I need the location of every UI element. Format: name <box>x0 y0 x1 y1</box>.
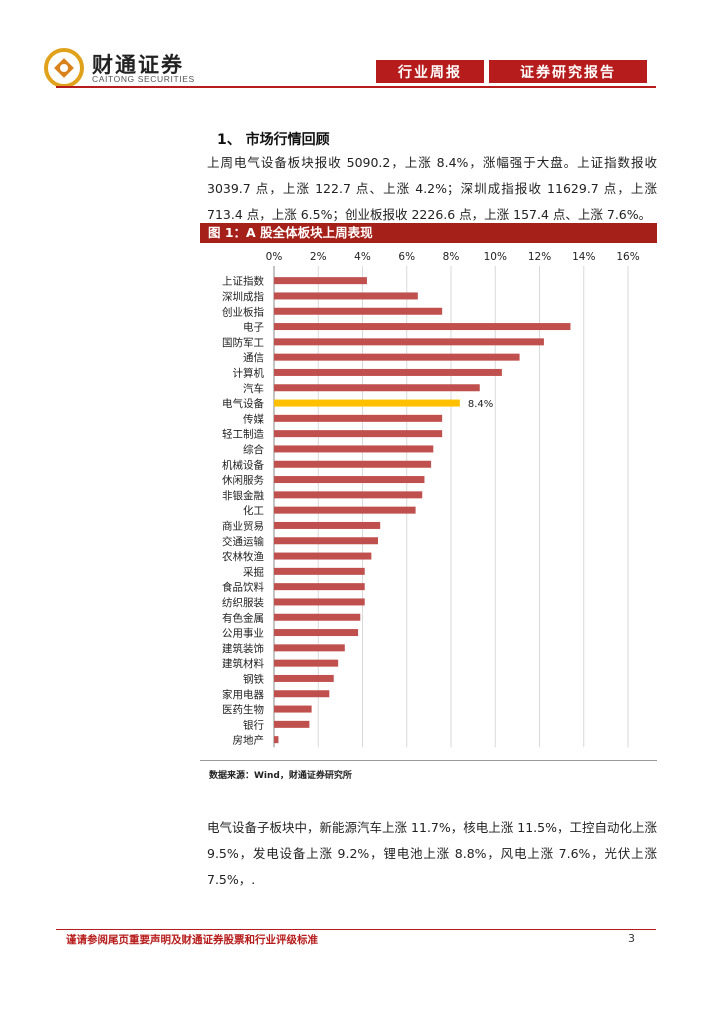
category-label: 采掘 <box>243 565 264 578</box>
bar <box>274 277 367 285</box>
figure-divider <box>200 760 657 761</box>
category-label: 国防军工 <box>222 336 264 349</box>
bar <box>274 644 345 652</box>
figure-title: 图 1：A 股全体板块上周表现 <box>200 223 657 243</box>
bar <box>274 736 279 744</box>
footer-disclaimer: 谨请参阅尾页重要声明及财通证券股票和行业评级标准 <box>66 934 318 946</box>
bar <box>274 338 544 346</box>
x-tick-label: 4% <box>354 251 371 263</box>
category-label: 化工 <box>243 504 264 517</box>
category-label: 计算机 <box>233 366 265 379</box>
category-label: 综合 <box>243 443 264 456</box>
bar <box>274 445 434 453</box>
category-label: 建筑材料 <box>222 657 264 670</box>
category-label: 有色金属 <box>222 611 264 624</box>
sector-performance-chart: 0% 2% 4% 6% 8% 10% 12% 14% 16% 上证指数深圳成指创业板指电子国防军工… <box>222 251 640 748</box>
bar <box>274 705 312 713</box>
category-label: 上证指数 <box>222 275 264 288</box>
category-label: 纺织服装 <box>222 596 264 609</box>
bar <box>274 353 520 361</box>
category-label: 商业贸易 <box>222 519 264 532</box>
category-label: 电子 <box>243 321 264 334</box>
category-label: 房地产 <box>233 734 265 747</box>
bar <box>274 460 432 468</box>
sub-sector-paragraph: 电气设备子板块中，新能源汽车上涨 11.7%，核电上涨 11.5%，工控自动化上… <box>207 820 657 887</box>
bar <box>274 567 365 575</box>
page-number: 3 <box>628 932 635 945</box>
category-label: 食品饮料 <box>222 581 264 594</box>
bar <box>274 292 418 300</box>
section-title: 1、 市场行情回顾 <box>217 132 330 148</box>
bar <box>274 629 359 637</box>
bar <box>274 323 571 331</box>
bar <box>274 613 361 621</box>
category-label: 非银金融 <box>222 489 264 502</box>
logo-cn: 财通证券 <box>92 53 184 77</box>
category-label: 汽车 <box>243 382 264 395</box>
x-tick-label: 14% <box>572 251 595 263</box>
report-category-tag: 证券研究报告 <box>489 60 647 83</box>
category-label: 钢铁 <box>243 672 264 685</box>
bar <box>274 552 372 560</box>
category-label: 创业板指 <box>222 305 264 318</box>
logo-en: CAITONG SECURITIES <box>92 74 195 84</box>
bar <box>274 583 365 591</box>
category-label: 机械设备 <box>222 458 264 471</box>
bar <box>274 476 425 484</box>
report-type-tag: 行业周报 <box>376 60 484 83</box>
x-tick-label: 12% <box>528 251 551 263</box>
category-label: 农林牧渔 <box>222 550 264 563</box>
category-label: 轻工制造 <box>222 428 264 441</box>
bar <box>274 598 365 606</box>
bar <box>274 674 334 682</box>
bar <box>274 521 381 529</box>
x-tick-label: 16% <box>616 251 639 263</box>
category-label: 医药生物 <box>222 703 264 716</box>
bar <box>274 720 310 728</box>
bar <box>274 690 330 698</box>
x-tick-label: 2% <box>310 251 327 263</box>
footer-divider <box>56 929 656 930</box>
caitong-logo-icon <box>44 48 84 88</box>
data-source: 数据来源：Wind，财通证券研究所 <box>209 771 352 781</box>
bar <box>274 384 480 392</box>
x-tick-label: 8% <box>443 251 460 263</box>
category-label: 建筑装饰 <box>222 642 264 655</box>
x-tick-label: 0% <box>266 251 283 263</box>
header-divider <box>56 86 656 88</box>
bar <box>274 491 423 499</box>
bar <box>274 506 416 514</box>
bar <box>274 307 443 315</box>
category-label: 交通运输 <box>222 535 264 548</box>
category-label: 传媒 <box>243 412 264 425</box>
highlight-bar <box>274 399 460 407</box>
market-review-paragraph: 上周电气设备板块报收 5090.2，上涨 8.4%，涨幅强于大盘。上证指数报收 … <box>207 155 657 222</box>
bar <box>274 537 378 545</box>
x-tick-label: 10% <box>484 251 507 263</box>
category-label: 家用电器 <box>222 688 264 701</box>
x-tick-label: 6% <box>398 251 415 263</box>
category-label: 公用事业 <box>222 627 264 640</box>
category-label: 通信 <box>243 352 264 364</box>
highlight-data-label: 8.4% <box>468 399 493 410</box>
bar <box>274 659 339 667</box>
bar <box>274 414 443 422</box>
category-label: 深圳成指 <box>222 290 264 303</box>
category-label: 银行 <box>243 718 264 731</box>
bar <box>274 368 502 376</box>
bar <box>274 430 443 438</box>
category-label: 休闲服务 <box>222 474 264 487</box>
category-label: 电气设备 <box>222 397 264 410</box>
